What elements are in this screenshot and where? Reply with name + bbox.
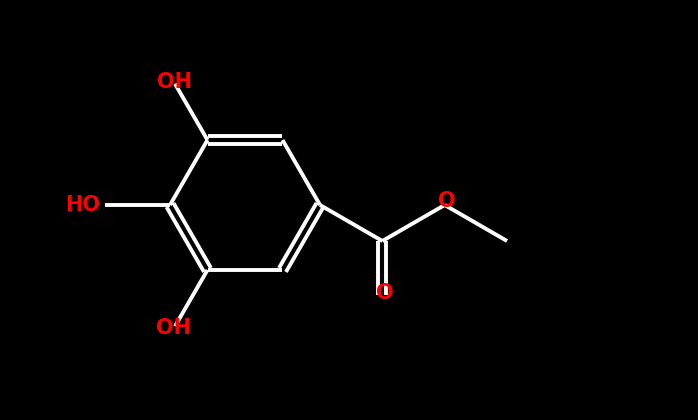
- Text: OH: OH: [158, 72, 193, 92]
- Text: HO: HO: [65, 195, 100, 215]
- Text: OH: OH: [156, 318, 191, 338]
- Text: O: O: [438, 191, 456, 211]
- Text: O: O: [376, 283, 393, 303]
